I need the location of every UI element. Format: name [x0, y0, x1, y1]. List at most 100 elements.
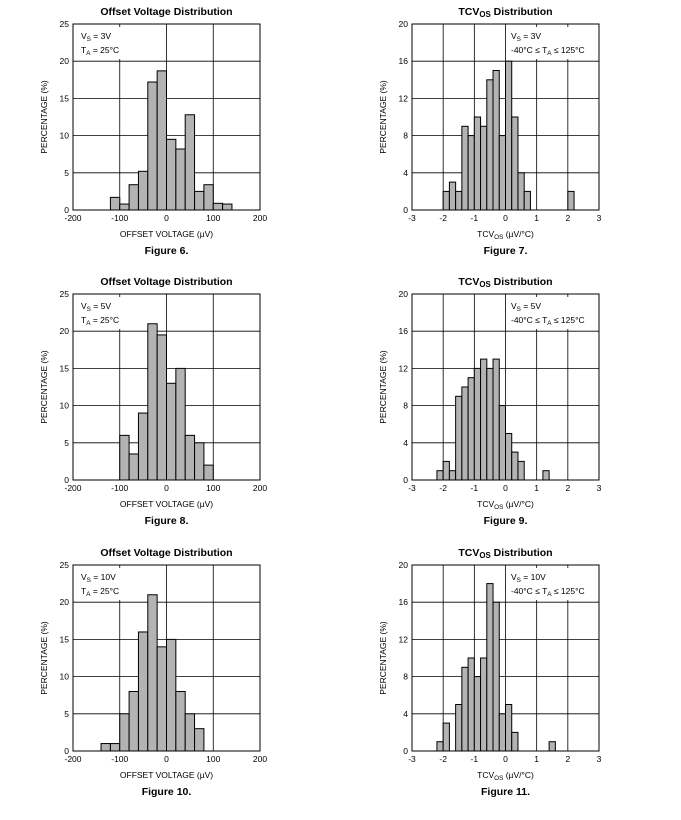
figure-caption: Figure 9. — [484, 515, 528, 527]
chart-title: TCVOS​ Distribution — [458, 547, 552, 560]
histogram-bar — [156, 334, 167, 481]
y-tick-label: 0 — [64, 746, 69, 756]
chart-title: Offset Voltage Distribution — [100, 547, 232, 559]
y-tick-label: 12 — [399, 634, 409, 644]
y-axis-label: PERCENTAGE (%) — [378, 621, 388, 695]
y-tick-label: 10 — [60, 131, 70, 141]
plot-frame — [72, 293, 261, 481]
legend-box — [507, 297, 597, 329]
histogram-bar — [128, 690, 139, 752]
histogram-bar — [147, 594, 158, 752]
histogram-bar — [119, 713, 130, 752]
x-tick-label: 0 — [164, 483, 169, 493]
y-tick-label: 12 — [399, 93, 409, 103]
x-tick-label: -3 — [408, 483, 416, 493]
legend-box — [77, 297, 129, 329]
y-tick-label: 0 — [64, 475, 69, 485]
x-tick-label: 0 — [503, 483, 508, 493]
histogram-bar — [137, 170, 149, 211]
histogram-bar — [194, 728, 205, 752]
y-tick-label: 4 — [403, 709, 408, 719]
x-tick-label: -3 — [408, 213, 416, 223]
legend-entry: VS​ = 10V — [81, 572, 116, 584]
y-tick-label: 20 — [399, 560, 409, 570]
y-tick-label: 8 — [403, 131, 408, 141]
histogram-bar — [119, 203, 130, 211]
histogram-bar — [100, 743, 111, 752]
histogram-bar — [166, 638, 177, 752]
histogram-bar — [455, 190, 463, 211]
histogram-bar — [486, 79, 494, 211]
legend-entry: TA​ = 25°C — [81, 315, 119, 327]
histogram-bar — [498, 135, 506, 211]
plot-frame — [72, 23, 261, 211]
x-tick-label: -200 — [64, 754, 81, 764]
histogram-bar — [567, 190, 575, 211]
histogram-bar — [194, 190, 205, 211]
histogram-bar — [184, 713, 196, 752]
y-tick-label: 25 — [60, 289, 70, 299]
y-tick-label: 8 — [403, 401, 408, 411]
histogram-bar — [175, 690, 186, 752]
legend-entry: -40°C ≤ TA​ ≤ 125°C — [511, 586, 585, 598]
x-axis-label: TCVOS​ (µV/°C) — [477, 499, 534, 511]
chart-panel-7: TCVOS​ Distribution048121620-3-2-10123VS… — [378, 6, 602, 257]
histogram-bar — [137, 412, 149, 481]
chart-title: Offset Voltage Distribution — [100, 276, 232, 288]
x-tick-label: 0 — [503, 213, 508, 223]
x-tick-label: 0 — [503, 754, 508, 764]
x-tick-label: 0 — [164, 754, 169, 764]
histogram-bar — [461, 125, 469, 211]
x-axis-label: OFFSET VOLTAGE (µV) — [120, 499, 213, 509]
legend-entry: TA​ = 25°C — [81, 586, 119, 598]
legend-box — [77, 27, 129, 59]
y-tick-label: 0 — [403, 746, 408, 756]
histogram-bar — [448, 181, 457, 211]
y-tick-label: 20 — [60, 56, 70, 66]
y-axis-label: PERCENTAGE (%) — [39, 621, 49, 695]
y-axis-label: PERCENTAGE (%) — [39, 350, 49, 424]
histogram-bar — [128, 453, 139, 481]
plot-frame — [72, 564, 261, 752]
histogram-bar — [505, 60, 513, 211]
chart-title: Offset Voltage Distribution — [100, 6, 232, 18]
legend-entry: VS​ = 10V — [511, 572, 546, 584]
histogram-bar — [109, 196, 121, 211]
x-tick-label: -2 — [439, 483, 447, 493]
x-tick-label: 2 — [565, 213, 570, 223]
y-tick-label: 15 — [60, 93, 70, 103]
histogram-bar — [166, 138, 177, 211]
histogram-bar — [523, 190, 531, 211]
histogram-bar — [184, 434, 196, 481]
x-tick-label: -100 — [111, 754, 128, 764]
histogram-bar — [442, 190, 450, 211]
histogram-bar — [203, 184, 214, 211]
legend-entry: -40°C ≤ TA​ ≤ 125°C — [511, 315, 585, 327]
x-axis-label: OFFSET VOLTAGE (µV) — [120, 770, 213, 780]
histogram-bar — [156, 646, 167, 752]
histogram-bar — [467, 135, 475, 211]
y-tick-label: 20 — [60, 326, 70, 336]
histogram-bar — [109, 743, 121, 752]
y-tick-label: 0 — [64, 205, 69, 215]
histogram-bar — [119, 434, 130, 481]
legend-entry: TA​ = 25°C — [81, 45, 119, 57]
chart-panel-10: Offset Voltage Distribution 0 5 10 15 20 25 -20… — [39, 547, 267, 798]
y-tick-label: 10 — [60, 672, 70, 682]
y-tick-label: 25 — [60, 560, 70, 570]
figure-caption: Figure 11. — [481, 786, 530, 798]
y-tick-label: 0 — [403, 205, 408, 215]
plot-frame — [411, 564, 600, 752]
x-tick-label: 100 — [206, 754, 220, 764]
y-tick-label: 20 — [60, 597, 70, 607]
y-tick-label: 8 — [403, 672, 408, 682]
histogram-bar — [436, 470, 444, 481]
figure-caption: Figure 10. — [142, 786, 192, 798]
histogram-bar — [473, 367, 482, 481]
y-tick-label: 20 — [399, 19, 409, 29]
y-tick-label: 0 — [403, 475, 408, 485]
histogram-bar — [461, 386, 469, 481]
histogram-bar — [442, 722, 450, 752]
histogram-bar — [128, 184, 139, 211]
